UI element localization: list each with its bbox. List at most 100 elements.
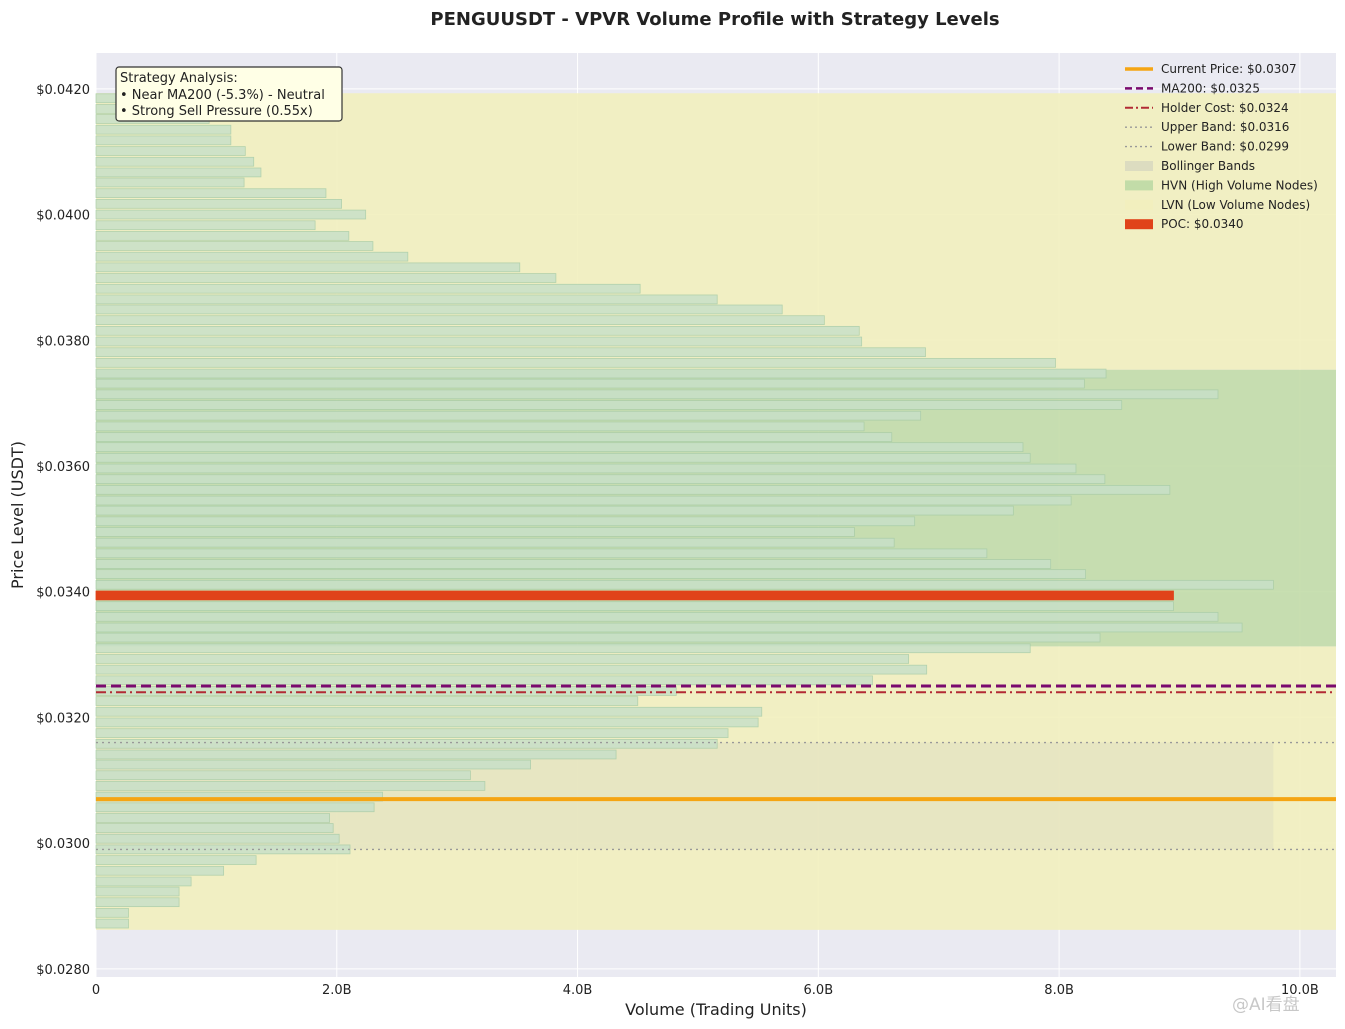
volume-bar xyxy=(95,770,471,781)
volume-bar xyxy=(95,167,262,178)
strategy-levels xyxy=(96,684,1336,851)
y-tick-label: $0.0400 xyxy=(36,209,90,224)
volume-bar xyxy=(95,220,316,231)
legend-entry: MA200: $0.0325 xyxy=(1161,81,1260,95)
volume-bar xyxy=(95,717,759,728)
x-axis-ticks: 0 2.0B 4.0B 6.0B 8.0B 10.0B xyxy=(92,983,1319,998)
volume-bar xyxy=(95,389,1219,400)
volume-bar xyxy=(95,632,1101,643)
volume-bar xyxy=(95,124,232,135)
volume-bar xyxy=(95,421,865,432)
x-tick-label: 8.0B xyxy=(1044,983,1074,998)
volume-bar xyxy=(95,675,873,686)
volume-bar xyxy=(95,759,532,770)
volume-bar xyxy=(95,918,129,929)
volume-bar xyxy=(95,908,129,918)
volume-bar xyxy=(95,199,342,209)
x-tick-label: 6.0B xyxy=(804,983,834,998)
y-tick-label: $0.0320 xyxy=(36,711,90,726)
volume-bar xyxy=(95,686,677,696)
y-tick-label: $0.0340 xyxy=(36,586,90,601)
volume-bar xyxy=(95,378,1085,389)
watermark-text: @AI看盘 xyxy=(1232,995,1300,1015)
x-axis-label: Volume (Trading Units) xyxy=(625,1000,807,1019)
volume-bar xyxy=(95,813,330,823)
poc-bar xyxy=(95,590,1174,601)
volume-bar xyxy=(95,463,1077,474)
volume-bar xyxy=(95,601,1174,611)
y-tick-label: $0.0420 xyxy=(36,83,90,98)
volume-bar xyxy=(95,643,1031,654)
volume-bar xyxy=(95,432,893,442)
volume-bar xyxy=(95,410,922,421)
volume-bar xyxy=(95,516,916,527)
volume-bar xyxy=(95,209,367,220)
volume-bar xyxy=(95,781,486,791)
volume-bar xyxy=(95,347,926,358)
volume-bar xyxy=(95,823,334,833)
volume-bar xyxy=(95,262,521,273)
volume-bar xyxy=(95,188,327,199)
volume-bar xyxy=(95,622,1243,633)
legend-swatch xyxy=(1125,180,1153,191)
volume-bar xyxy=(95,728,729,738)
volume-bar xyxy=(95,358,1056,368)
volume-bar xyxy=(95,886,180,897)
y-tick-label: $0.0280 xyxy=(36,963,90,978)
legend-entry: Current Price: $0.0307 xyxy=(1161,62,1297,76)
volume-bar xyxy=(95,442,1024,452)
volume-bar xyxy=(95,749,617,760)
annotation-line: • Near MA200 (-5.3%) - Neutral xyxy=(120,88,325,103)
x-tick-label: 2.0B xyxy=(322,983,352,998)
legend-swatch xyxy=(1125,161,1153,171)
volume-bars xyxy=(95,93,1274,929)
volume-bar xyxy=(95,865,225,876)
legend-swatch xyxy=(1125,219,1153,230)
volume-bar xyxy=(95,336,863,347)
volume-bar xyxy=(95,400,1123,410)
volume-bar xyxy=(95,495,1072,506)
y-axis-ticks: $0.0280 $0.0300 $0.0320 $0.0340 $0.0360 $0.03… xyxy=(36,83,90,978)
y-tick-label: $0.0300 xyxy=(36,837,90,852)
volume-bar xyxy=(95,452,1031,463)
legend-entry: Holder Cost: $0.0324 xyxy=(1161,101,1289,115)
legend-entry: LVN (Low Volume Nodes) xyxy=(1161,198,1310,212)
volume-bar xyxy=(95,569,1086,579)
volume-bar xyxy=(95,802,375,813)
volume-bar xyxy=(95,876,192,887)
legend-entry: Lower Band: $0.0299 xyxy=(1161,140,1289,154)
volume-bar xyxy=(95,273,557,283)
strategy-annotation: Strategy Analysis: • Near MA200 (-5.3%) … xyxy=(115,66,343,122)
volume-bar xyxy=(95,579,1274,590)
annotation-line: • Strong Sell Pressure (0.55x) xyxy=(120,104,313,119)
volume-bar xyxy=(95,156,255,167)
volume-bar xyxy=(95,474,1106,485)
volume-bar xyxy=(95,251,409,262)
y-axis-label: Price Level (USDT) xyxy=(8,441,27,589)
y-tick-label: $0.0380 xyxy=(36,334,90,349)
volume-bar xyxy=(95,325,860,336)
legend-entry: POC: $0.0340 xyxy=(1161,217,1244,231)
volume-bar xyxy=(95,527,855,537)
volume-bar xyxy=(95,304,783,315)
volume-bar xyxy=(95,611,1219,622)
volume-bar xyxy=(95,485,1171,495)
volume-bar xyxy=(95,505,1014,516)
legend-swatch xyxy=(1125,199,1153,210)
volume-bar xyxy=(95,241,374,251)
volume-bar xyxy=(95,368,1107,379)
volume-bar xyxy=(95,738,718,749)
annotation-box xyxy=(115,66,343,122)
x-tick-label: 10.0B xyxy=(1281,983,1319,998)
annotation-line: Strategy Analysis: xyxy=(120,71,238,86)
volume-bar xyxy=(95,706,763,717)
y-tick-label: $0.0360 xyxy=(36,460,90,475)
volume-bar xyxy=(95,294,718,305)
volume-bar xyxy=(95,548,988,559)
x-tick-label: 4.0B xyxy=(563,983,593,998)
volume-bar xyxy=(95,855,257,865)
legend: Current Price: $0.0307 MA200: $0.0325 Hold… xyxy=(1125,62,1318,231)
volume-bar xyxy=(95,664,928,675)
volume-bar xyxy=(95,897,180,908)
